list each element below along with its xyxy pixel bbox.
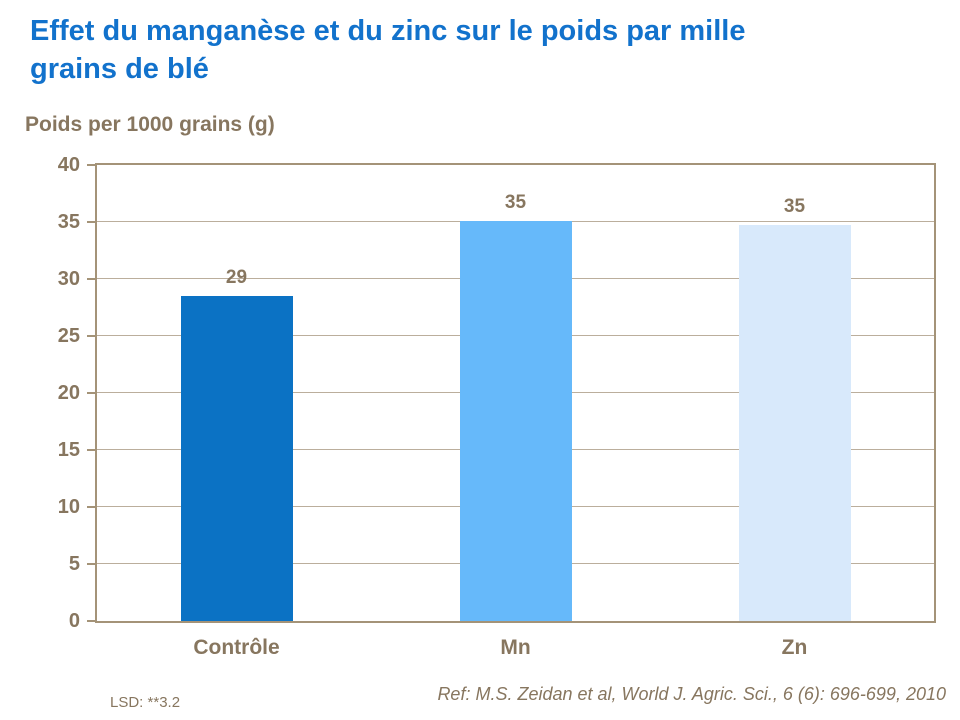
chart-title: Effet du manganèse et du zinc sur le poi… [30,12,910,88]
y-tick-mark-30 [87,278,95,280]
lsd-note: LSD: **3.2 [110,694,181,711]
reference-citation: Ref: M.S. Zeidan et al, World J. Agric. … [437,684,946,704]
x-axis-label-contrôle: Contrôle [193,636,280,659]
bar-contrôle [180,296,293,621]
x-axis-label-mn: Mn [500,636,531,659]
y-tick-label-30: 30 [57,268,80,290]
y-tick-mark-40 [87,164,95,166]
y-tick-label-25: 25 [57,325,80,347]
bar-mn [459,220,572,621]
y-tick-label-10: 10 [57,496,80,518]
y-tick-mark-25 [87,335,95,337]
y-tick-mark-0 [87,620,95,622]
bar-value-label-zn: 35 [783,196,806,218]
y-tick-mark-35 [87,221,95,223]
y-tick-label-35: 35 [57,211,80,233]
y-tick-label-20: 20 [57,382,80,404]
y-tick-mark-15 [87,449,95,451]
x-axis-label-zn: Zn [781,636,808,659]
y-tick-label-40: 40 [57,154,80,176]
bar-zn [738,225,851,621]
bar-value-label-contrôle: 29 [225,267,248,289]
chart-title-line2: grains de blé [30,53,209,85]
y-tick-mark-20 [87,392,95,394]
y-tick-label-0: 0 [68,610,80,632]
y-tick-mark-10 [87,506,95,508]
y-tick-label-15: 15 [57,439,80,461]
y-tick-mark-5 [87,563,95,565]
plot-area: 29 35 35 [95,163,936,623]
y-tick-label-5: 5 [68,553,80,575]
y-axis-title: Poids per 1000 grains (g) [25,113,275,136]
bar-value-label-mn: 35 [504,191,527,213]
chart-title-line1: Effet du manganèse et du zinc sur le poi… [30,15,746,47]
